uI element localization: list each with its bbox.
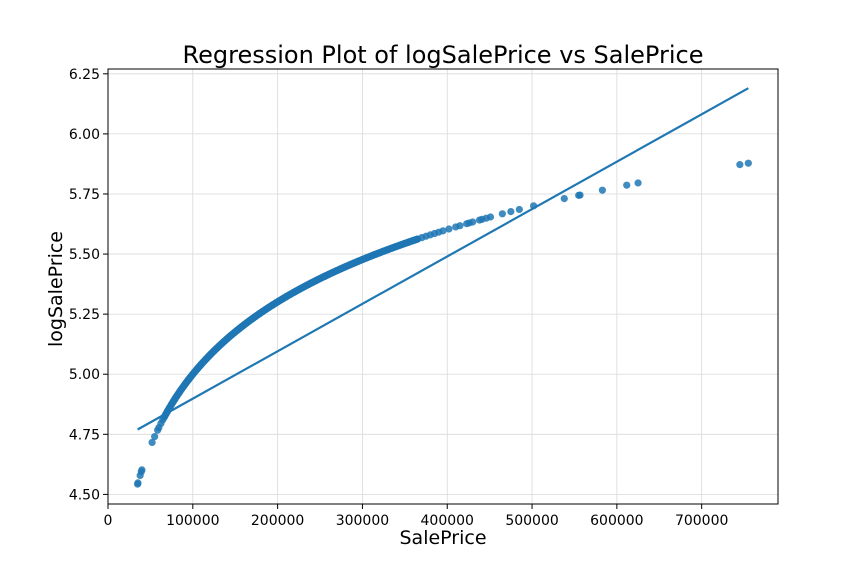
x-tick-label-2: 200000 [251, 513, 304, 529]
plot-frame [107, 68, 779, 505]
y-tick-label-3: 5.25 [69, 307, 100, 323]
data-point-117 [623, 181, 631, 189]
data-point-104 [469, 218, 477, 226]
y-tick-label-5: 5.75 [69, 187, 100, 203]
data-point-6 [151, 433, 159, 441]
x-tick-label-5: 500000 [505, 513, 558, 529]
data-point-116 [598, 186, 606, 194]
x-tick-label-3: 300000 [336, 513, 389, 529]
data-point-109 [498, 210, 506, 218]
y-tick-label-4: 5.50 [69, 247, 100, 263]
y-tick-label-2: 5.00 [69, 367, 100, 383]
x-tick-label-0: 0 [104, 513, 113, 529]
data-point-dense-332 [413, 235, 421, 243]
x-tick-label-6: 600000 [590, 513, 643, 529]
data-layer [134, 87, 752, 488]
regression-line [137, 87, 749, 431]
data-point-5 [148, 438, 156, 447]
data-point-98 [439, 227, 447, 235]
axes: 0 100000 200000 300000 400000 500000 600000 700… [69, 67, 779, 529]
data-point-110 [507, 207, 515, 216]
x-tick-label-4: 400000 [421, 513, 474, 529]
data-point-1 [134, 479, 142, 487]
data-point-4 [138, 466, 146, 474]
y-tick-label-7: 6.25 [69, 67, 100, 83]
y-tick-label-1: 4.75 [69, 427, 100, 443]
data-point-101 [456, 222, 464, 230]
data-point-119 [736, 161, 744, 169]
data-point-113 [560, 194, 568, 203]
x-axis-label: SalePrice [399, 527, 486, 549]
data-point-99 [445, 225, 453, 233]
data-point-111 [515, 205, 523, 214]
data-point-118 [634, 179, 642, 187]
data-point-115 [576, 191, 584, 199]
x-tick-label-1: 100000 [166, 513, 219, 529]
grid [107, 69, 778, 504]
y-tick-label-6: 6.00 [69, 127, 100, 143]
data-point-108 [486, 213, 495, 221]
y-axis-label: logSalePrice [45, 231, 67, 347]
y-tick-label-0: 4.50 [69, 487, 100, 503]
chart-title: Regression Plot of logSalePrice vs SaleP… [183, 41, 704, 69]
x-tick-label-7: 700000 [675, 513, 728, 529]
data-point-120 [744, 159, 752, 167]
